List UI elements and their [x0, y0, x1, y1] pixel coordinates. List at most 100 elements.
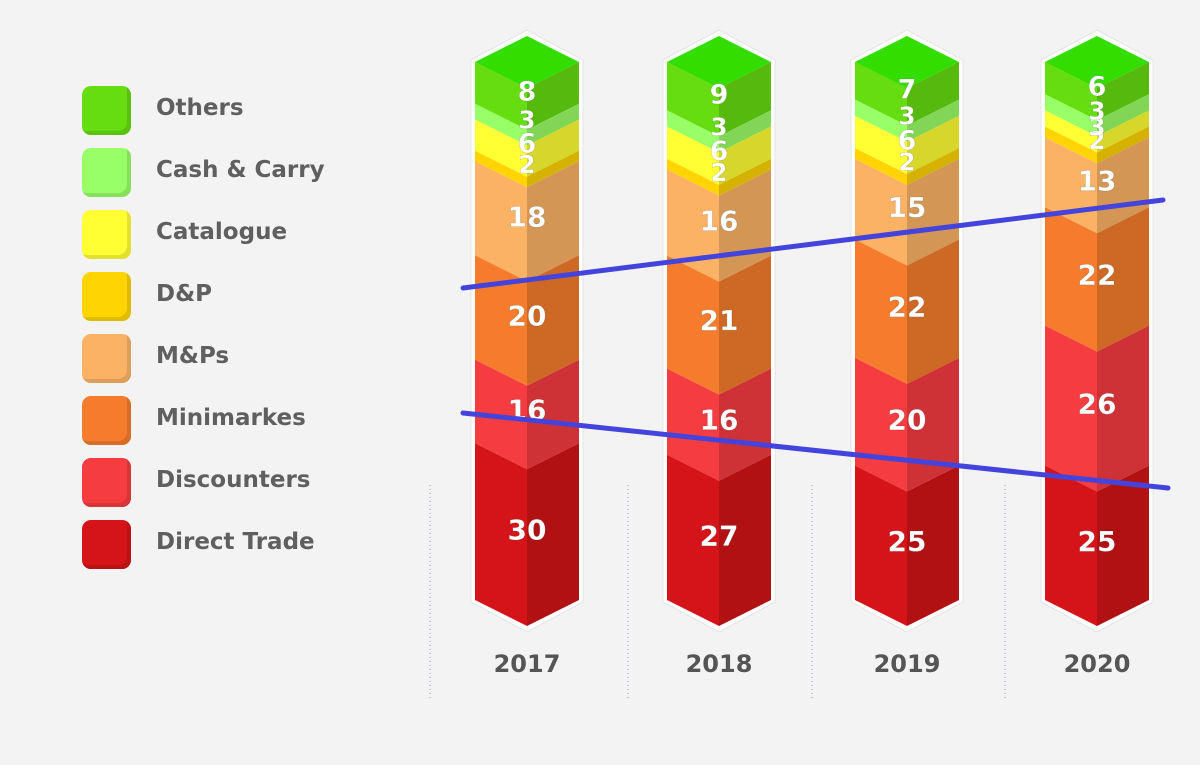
bar-segment-direct-trade-right [907, 465, 959, 626]
bar-segment-catalogue-right [1097, 110, 1149, 153]
data-label-catalogue: 6 [898, 125, 917, 156]
bar-segment-minimarkes-right [907, 239, 959, 384]
bar-segment-discounters-right [1097, 325, 1149, 492]
data-label-minimarkes: 22 [888, 291, 927, 324]
data-label-minimarkes: 21 [700, 304, 739, 337]
data-label-direct-trade: 25 [1078, 525, 1117, 558]
category-label-2018: 2018 [686, 650, 753, 678]
legend-label: M&Ps [156, 343, 230, 369]
data-label-mandps: 18 [508, 200, 547, 233]
bar-segment-dandp-right [719, 158, 771, 196]
bar-segment-dandp-left [667, 158, 719, 196]
data-label-catalogue: 6 [518, 129, 537, 160]
bar-segment-others-right [1097, 62, 1149, 121]
data-label-catalogue: 3 [1088, 112, 1105, 141]
bar-segment-mandps-right [527, 161, 579, 282]
legend-label: Direct Trade [156, 529, 315, 555]
bar-segment-cash-and-carry-right [1097, 94, 1149, 137]
bar-top-cap [1045, 36, 1149, 88]
bar-segment-dandp-left [855, 148, 907, 185]
bar-top-cap [667, 36, 771, 88]
bar-segment-cash-and-carry-left [1045, 94, 1097, 137]
bar-segment-minimarkes-left [855, 239, 907, 384]
bar-top-cap [855, 36, 959, 88]
data-label-direct-trade: 25 [888, 525, 927, 558]
data-label-cash-and-carry: 3 [1088, 96, 1105, 125]
bar-segment-cash-and-carry-left [667, 110, 719, 153]
legend-label: Catalogue [156, 219, 288, 245]
legend-item-direct-trade: Direct Trade [82, 520, 382, 570]
data-label-others: 7 [898, 74, 917, 105]
bar-segment-catalogue-right [527, 119, 579, 177]
bar-segment-discounters-right [527, 359, 579, 470]
legend-swatch [82, 210, 131, 259]
legend-swatch [82, 334, 131, 383]
bar-segment-dandp-right [1097, 126, 1149, 164]
bar-segment-catalogue-left [1045, 110, 1097, 153]
bar-segment-dandp-left [1045, 126, 1097, 164]
data-label-others: 6 [1088, 72, 1107, 103]
bar-segment-cash-and-carry-right [719, 110, 771, 153]
trend-line-upper [460, 197, 1166, 291]
legend-label: Cash & Carry [156, 157, 325, 183]
data-label-direct-trade: 30 [508, 514, 547, 547]
data-label-catalogue: 6 [710, 136, 729, 167]
bar-segment-minimarkes-left [475, 255, 527, 386]
bar-segment-catalogue-right [907, 115, 959, 175]
data-label-cash-and-carry: 3 [518, 106, 535, 135]
bar-segment-minimarkes-right [527, 255, 579, 386]
legend-item-minimarkes: Minimarkes [82, 396, 382, 446]
legend-label: Discounters [156, 467, 311, 493]
bar-segment-minimarkes-right [1097, 207, 1149, 352]
data-label-mandps: 15 [888, 191, 927, 224]
data-label-mandps: 16 [700, 205, 739, 238]
bar-segment-catalogue-left [667, 126, 719, 185]
bar-segment-cash-and-carry-left [475, 103, 527, 146]
legend-swatch [82, 458, 131, 507]
data-label-cash-and-carry: 3 [898, 102, 915, 131]
data-label-dandp: 2 [898, 147, 915, 176]
bar-segment-direct-trade-left [667, 454, 719, 626]
bar-segment-minimarkes-left [1045, 207, 1097, 352]
bar-segment-minimarkes-left [667, 255, 719, 395]
bar-segment-discounters-left [1045, 325, 1097, 492]
legend-label: D&P [156, 281, 213, 307]
bar-segment-others-left [1045, 62, 1097, 121]
bar-segment-mandps-right [907, 158, 959, 266]
bar-segment-catalogue-left [475, 119, 527, 177]
bar-segment-dandp-right [527, 150, 579, 188]
bar-segment-direct-trade-left [1045, 465, 1097, 626]
legend-swatch [82, 148, 131, 197]
bar-segment-others-left [855, 62, 907, 126]
legend-item-discounters: Discounters [82, 458, 382, 508]
data-label-direct-trade: 27 [700, 519, 739, 552]
data-label-mandps: 13 [1078, 164, 1117, 197]
bar-segment-cash-and-carry-right [907, 99, 959, 142]
bar-segment-discounters-left [475, 359, 527, 470]
data-label-dandp: 2 [518, 150, 535, 179]
data-label-discounters: 26 [1078, 388, 1117, 421]
bar-segment-direct-trade-right [1097, 465, 1149, 626]
legend-swatch [82, 396, 131, 445]
legend-item-dandp: D&P [82, 272, 382, 322]
category-label-2019: 2019 [874, 650, 941, 678]
bar-segment-direct-trade-right [719, 454, 771, 626]
trend-line-lower [460, 410, 1171, 491]
data-label-cash-and-carry: 3 [710, 112, 727, 141]
bar-segment-direct-trade-left [475, 443, 527, 626]
bar-segment-cash-and-carry-left [855, 99, 907, 142]
bar-segment-others-right [719, 62, 771, 137]
bar-segment-others-left [667, 62, 719, 137]
bar-segment-others-left [475, 62, 527, 130]
legend-label: Minimarkes [156, 405, 306, 431]
bar-segment-minimarkes-right [719, 255, 771, 395]
data-label-minimarkes: 22 [1078, 258, 1117, 291]
bar-segment-others-right [527, 62, 579, 130]
legend-swatch [82, 272, 131, 321]
bar-segment-mandps-left [475, 161, 527, 282]
bar-segment-direct-trade-left [855, 465, 907, 626]
